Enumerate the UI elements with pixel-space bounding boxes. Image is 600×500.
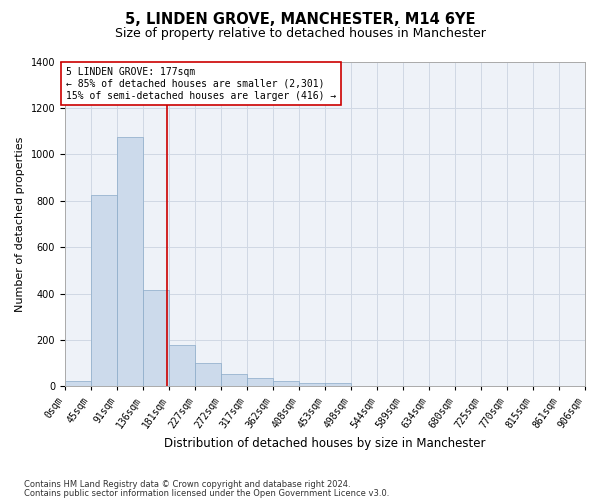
Bar [169, 344, 195, 387]
Text: Contains HM Land Registry data © Crown copyright and database right 2024.: Contains HM Land Registry data © Crown c… [24, 480, 350, 489]
Text: Size of property relative to detached houses in Manchester: Size of property relative to detached ho… [115, 28, 485, 40]
Bar [117, 137, 143, 386]
Text: 5, LINDEN GROVE, MANCHESTER, M14 6YE: 5, LINDEN GROVE, MANCHESTER, M14 6YE [125, 12, 475, 28]
Bar [143, 290, 169, 386]
Text: Contains public sector information licensed under the Open Government Licence v3: Contains public sector information licen… [24, 488, 389, 498]
Bar [325, 383, 351, 386]
Bar [65, 380, 91, 386]
Bar [195, 363, 221, 386]
Y-axis label: Number of detached properties: Number of detached properties [15, 136, 25, 312]
X-axis label: Distribution of detached houses by size in Manchester: Distribution of detached houses by size … [164, 437, 486, 450]
Bar [221, 374, 247, 386]
Bar [273, 380, 299, 386]
Bar [247, 378, 273, 386]
Bar [299, 383, 325, 386]
Text: 5 LINDEN GROVE: 177sqm
← 85% of detached houses are smaller (2,301)
15% of semi-: 5 LINDEN GROVE: 177sqm ← 85% of detached… [66, 68, 337, 100]
Bar [91, 195, 117, 386]
